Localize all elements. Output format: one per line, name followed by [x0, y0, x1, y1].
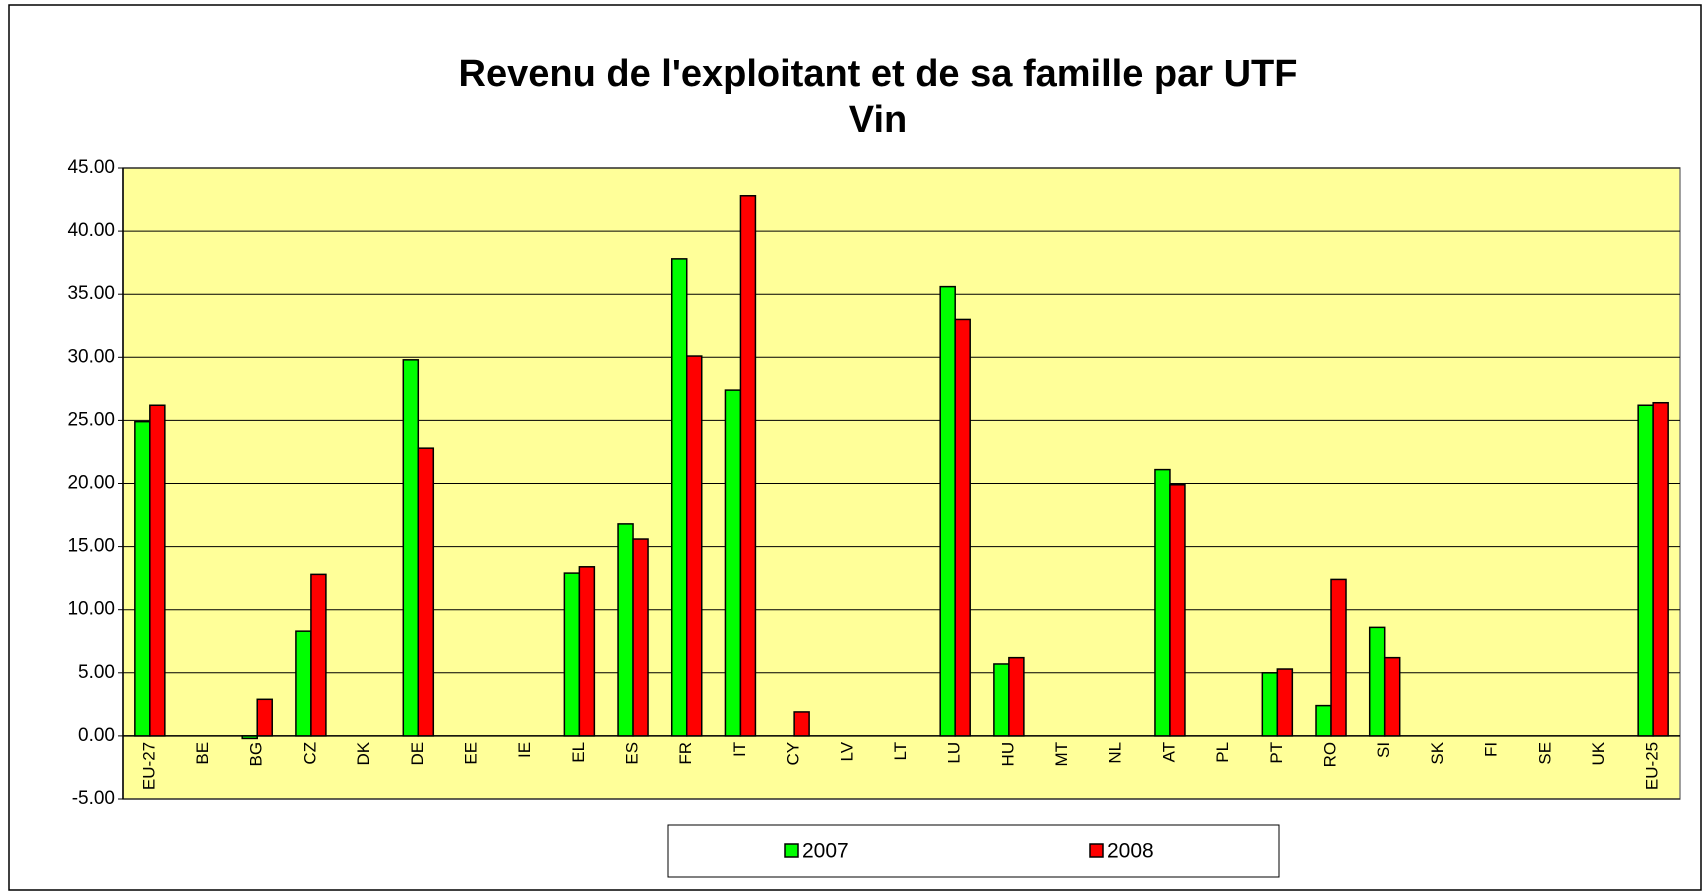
bar [939, 285, 956, 737]
y-tick-label: 10.00 [67, 599, 115, 620]
bar [617, 523, 634, 737]
x-tick-label: MT [1052, 742, 1071, 767]
x-tick-label: IT [730, 742, 749, 757]
bar [402, 359, 420, 737]
bar [685, 355, 703, 737]
x-tick-label: BG [247, 742, 266, 767]
y-tick-label: 30.00 [67, 346, 115, 367]
x-tick-label: RO [1321, 742, 1340, 768]
chart-subtitle: Vin [849, 99, 907, 141]
bar [1169, 484, 1186, 737]
x-tick-label: FI [1482, 742, 1501, 757]
x-tick-label: PL [1213, 742, 1232, 763]
x-tick-label: PT [1267, 742, 1286, 764]
bar [1261, 672, 1279, 737]
bar [1008, 656, 1025, 737]
x-tick-label: AT [1159, 742, 1178, 762]
bar [1652, 401, 1669, 737]
x-tick-label: SE [1535, 742, 1554, 765]
x-tick-label: CZ [300, 742, 319, 765]
y-tick-label: 45.00 [67, 157, 115, 178]
bar [134, 420, 151, 737]
bar [632, 538, 649, 737]
y-tick-label: 20.00 [67, 473, 115, 494]
chart-title: Revenu de l'exploitant et de sa famille … [459, 53, 1298, 95]
bar [417, 447, 435, 737]
bar [256, 698, 273, 737]
x-tick-label: LT [891, 742, 910, 761]
x-tick-label: HU [998, 742, 1017, 767]
legend-swatch [1089, 843, 1104, 858]
bar [1637, 404, 1654, 737]
bar [1315, 704, 1332, 737]
bar [149, 404, 166, 737]
legend-box [667, 824, 1280, 878]
x-tick-label: LV [837, 741, 856, 761]
x-tick-label: DE [408, 742, 427, 766]
bar [670, 258, 688, 737]
bar [1368, 626, 1386, 737]
y-tick-label: 35.00 [67, 283, 115, 304]
x-tick-label: LU [945, 742, 964, 764]
bar [241, 735, 258, 740]
y-tick-label: 25.00 [67, 409, 115, 430]
legend-label: 2007 [802, 840, 849, 863]
y-tick-label: 15.00 [67, 536, 115, 557]
bar [724, 389, 742, 737]
x-tick-label: SI [1374, 742, 1393, 758]
x-tick-label: EU-25 [1643, 742, 1662, 790]
y-tick-label: -5.00 [72, 788, 115, 809]
x-tick-label: IE [515, 742, 534, 758]
y-tick-label: 40.00 [67, 220, 115, 241]
x-tick-label: ES [623, 742, 642, 765]
y-tick-label: 5.00 [78, 662, 115, 683]
bar [1154, 468, 1171, 737]
bar [1276, 668, 1294, 737]
x-tick-label: FR [676, 742, 695, 765]
bar [1383, 656, 1401, 737]
x-tick-label: NL [1106, 742, 1125, 764]
x-tick-label: SK [1428, 741, 1447, 764]
x-tick-label: UK [1589, 741, 1608, 765]
bar [793, 711, 810, 737]
bar [993, 663, 1010, 737]
bar [954, 318, 971, 737]
bar [1330, 578, 1347, 737]
x-tick-label: DK [354, 741, 373, 765]
bar [295, 630, 312, 737]
bar [563, 572, 581, 737]
bar [310, 573, 327, 737]
legend-label: 2008 [1107, 840, 1154, 863]
x-tick-label: EL [569, 742, 588, 763]
x-tick-label: BE [193, 742, 212, 765]
x-tick-label: CY [784, 742, 803, 766]
legend-swatch [784, 843, 799, 858]
x-tick-label: EE [461, 742, 480, 765]
bar [578, 566, 596, 737]
y-tick-label: 0.00 [78, 725, 115, 746]
x-tick-label: EU-27 [139, 742, 158, 790]
bar [739, 195, 757, 737]
